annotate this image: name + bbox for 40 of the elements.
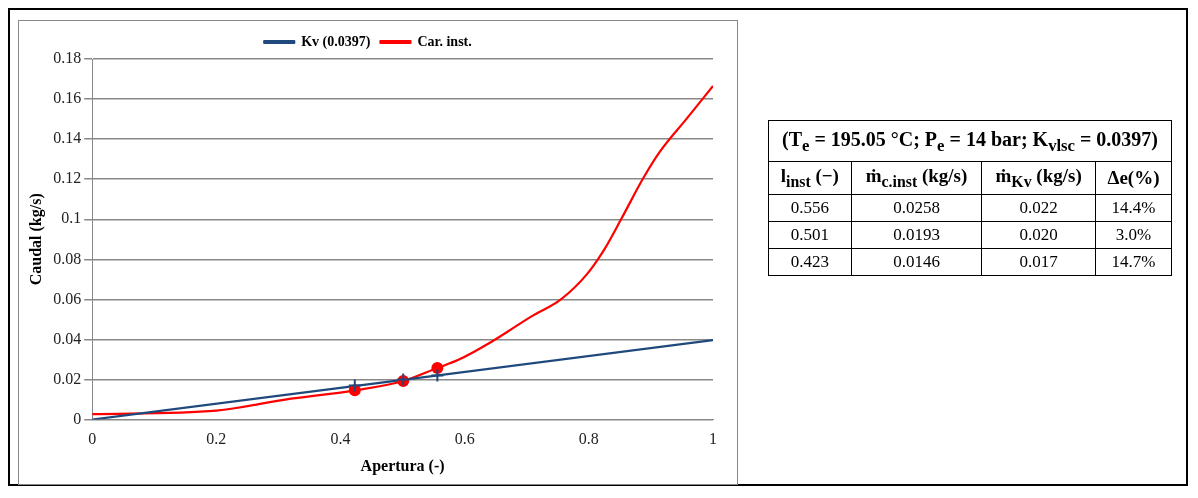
text: 0.017 xyxy=(981,248,1096,276)
text: 0.556 xyxy=(768,194,852,222)
y-tick-label: 0.08 xyxy=(53,249,82,267)
text: 0.0258 xyxy=(851,194,982,222)
y-tick-label: 0.18 xyxy=(53,49,82,67)
x-tick-label: 0.8 xyxy=(578,430,599,448)
y-tick-label: 0.02 xyxy=(53,369,82,387)
legend-label: Kv (0.0397) xyxy=(301,33,371,50)
text: 0.501 xyxy=(768,221,852,249)
y-tick-label: 0.12 xyxy=(53,169,82,187)
category-label: Δe(%) xyxy=(1095,161,1172,195)
text: 0.022 xyxy=(981,194,1096,222)
category-label: ṁ$_{c.inst}$ (kg/s) xyxy=(851,161,982,195)
x-axis-title: Apertura (-) xyxy=(360,456,445,475)
x-tick-label: 1 xyxy=(709,430,717,448)
x-tick-label: 0.4 xyxy=(330,430,351,448)
legend-label: Car. inst. xyxy=(417,33,472,49)
point xyxy=(347,378,362,393)
x-tick-label: 0.2 xyxy=(206,430,227,448)
text: (T$_{e}$ = 195.05 °C; P$_{e}$ = 14 bar; K$_{vlsc}$ = 0.0397) xyxy=(768,120,1172,162)
text: 0.423 xyxy=(768,248,852,276)
y-tick-label: 0 xyxy=(73,409,82,427)
y-tick-label: 0.04 xyxy=(53,329,82,347)
text: 14.7% xyxy=(1095,248,1172,276)
text: 0.020 xyxy=(981,221,1096,249)
text: 3.0% xyxy=(1095,221,1172,249)
text: 0.0193 xyxy=(851,221,982,249)
category-label: l$_{inst}$ (−) xyxy=(768,161,852,195)
y-tick-label: 0.1 xyxy=(61,209,82,227)
y-tick-label: 0.14 xyxy=(53,129,82,147)
point xyxy=(431,361,444,374)
x-tick-label: 0.6 xyxy=(454,430,475,448)
y-tick-label: 0.16 xyxy=(53,89,82,107)
x-tick-label: 0 xyxy=(88,430,97,448)
category-label: ṁ$_{Kv}$ (kg/s) xyxy=(981,161,1096,195)
text: 14.4% xyxy=(1095,194,1172,222)
y-axis-title: Caudal (kg/s) xyxy=(26,193,45,286)
text: 0.0146 xyxy=(851,248,982,276)
y-tick-label: 0.06 xyxy=(53,289,82,307)
point xyxy=(430,368,445,383)
